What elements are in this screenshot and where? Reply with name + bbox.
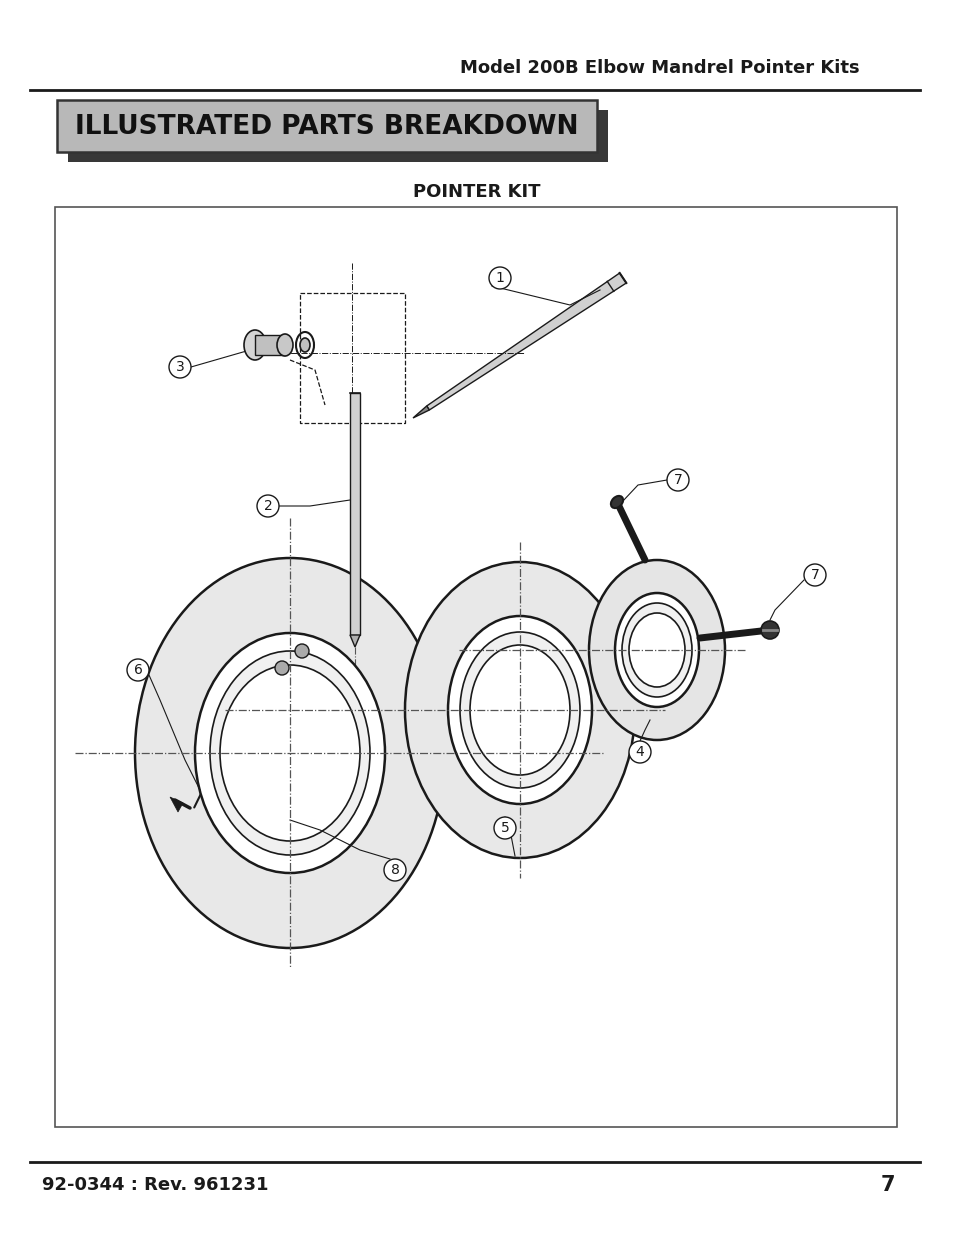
Ellipse shape <box>276 333 293 356</box>
Text: POINTER KIT: POINTER KIT <box>413 183 540 201</box>
Circle shape <box>384 860 406 881</box>
Ellipse shape <box>220 664 359 841</box>
Ellipse shape <box>459 632 579 788</box>
Bar <box>55 207 896 1128</box>
Text: 92-0344 : Rev. 961231: 92-0344 : Rev. 961231 <box>42 1176 268 1194</box>
Ellipse shape <box>610 496 622 508</box>
Bar <box>57 100 597 152</box>
Text: Model 200B Elbow Mandrel Pointer Kits: Model 200B Elbow Mandrel Pointer Kits <box>459 59 859 77</box>
Ellipse shape <box>621 603 691 697</box>
Circle shape <box>294 643 309 658</box>
Circle shape <box>489 267 511 289</box>
Circle shape <box>127 659 149 680</box>
Text: 4: 4 <box>635 745 643 760</box>
Text: 5: 5 <box>500 821 509 835</box>
Text: 2: 2 <box>263 499 273 513</box>
Bar <box>254 335 285 354</box>
Ellipse shape <box>299 338 310 352</box>
Ellipse shape <box>210 651 370 855</box>
Polygon shape <box>413 406 429 417</box>
Text: 7: 7 <box>880 1174 894 1195</box>
Circle shape <box>274 661 289 676</box>
Ellipse shape <box>194 634 385 873</box>
Text: ILLUSTRATED PARTS BREAKDOWN: ILLUSTRATED PARTS BREAKDOWN <box>75 114 578 140</box>
Polygon shape <box>426 273 626 410</box>
Text: 8: 8 <box>390 863 399 877</box>
Ellipse shape <box>244 330 266 359</box>
Ellipse shape <box>470 645 569 776</box>
Ellipse shape <box>405 562 635 858</box>
Bar <box>68 110 607 162</box>
Ellipse shape <box>615 593 699 706</box>
Circle shape <box>256 495 278 517</box>
Polygon shape <box>170 797 183 811</box>
Text: 6: 6 <box>133 663 142 677</box>
Ellipse shape <box>135 558 444 948</box>
Text: 7: 7 <box>810 568 819 582</box>
Ellipse shape <box>588 559 724 740</box>
Circle shape <box>169 356 191 378</box>
Circle shape <box>494 818 516 839</box>
Polygon shape <box>350 635 359 647</box>
Circle shape <box>666 469 688 492</box>
Text: 3: 3 <box>175 359 184 374</box>
Circle shape <box>628 741 650 763</box>
Text: 1: 1 <box>495 270 504 285</box>
Circle shape <box>760 621 779 638</box>
Ellipse shape <box>628 613 684 687</box>
Ellipse shape <box>448 616 592 804</box>
Circle shape <box>803 564 825 585</box>
Text: 7: 7 <box>673 473 681 487</box>
Bar <box>350 393 359 635</box>
